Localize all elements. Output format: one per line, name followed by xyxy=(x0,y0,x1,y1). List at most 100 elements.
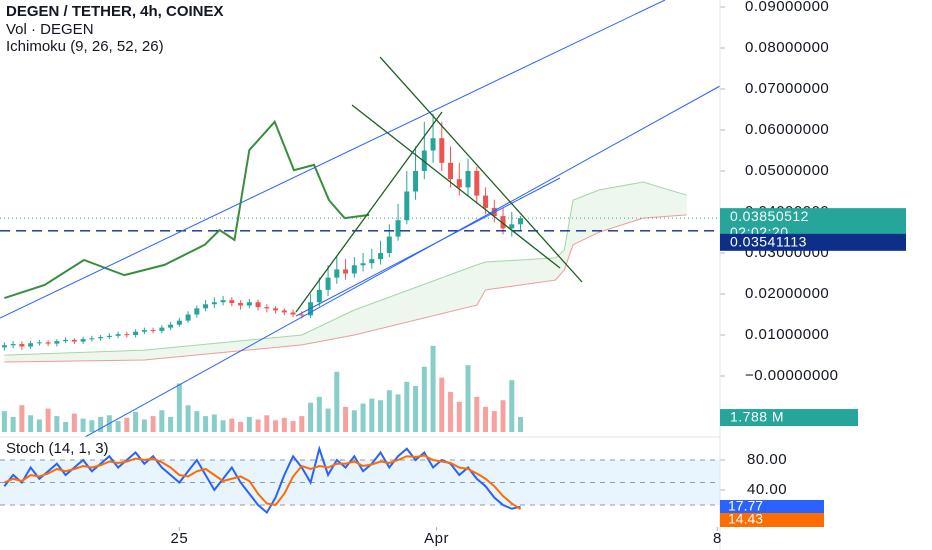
stoch-line xyxy=(3,454,522,511)
volume-bar xyxy=(325,408,331,432)
candle-body xyxy=(325,277,331,290)
volume-bar xyxy=(518,417,524,432)
volume-bar xyxy=(211,414,217,432)
candle-body xyxy=(509,224,515,229)
channel-line xyxy=(295,177,561,317)
volume-bar xyxy=(98,416,104,432)
volume-bar xyxy=(203,416,209,432)
x-tick-label: 25 xyxy=(171,530,189,547)
volume-bar xyxy=(194,411,200,432)
indicator-title: Ichimoku (9, 26, 52, 26) xyxy=(6,38,164,55)
candle-body xyxy=(518,218,524,225)
x-tick-label: 8 xyxy=(713,530,722,547)
candle-body xyxy=(413,171,419,192)
lagging-line xyxy=(4,119,370,300)
candle-body xyxy=(448,162,454,180)
candle-body xyxy=(316,289,322,303)
volume-bar xyxy=(456,401,462,432)
volume-bar xyxy=(80,418,86,432)
candle-body xyxy=(98,337,104,339)
volume-bar xyxy=(28,415,34,432)
candle-body xyxy=(115,334,121,336)
candle-body xyxy=(404,191,410,221)
candle-body xyxy=(465,171,471,188)
volume-bar xyxy=(421,366,427,432)
volume-bar xyxy=(45,408,51,432)
volume-bar xyxy=(465,365,471,432)
volume-bar xyxy=(71,413,77,432)
volume-title: Vol · DEGEN xyxy=(6,21,94,38)
price-label: 0.03850512 xyxy=(730,208,809,224)
candle-body xyxy=(378,253,384,260)
channel-line xyxy=(84,85,721,438)
candle-body xyxy=(71,339,77,342)
candle-body xyxy=(229,300,235,304)
price-label-box xyxy=(720,233,906,251)
stoch-label: 17.77 xyxy=(728,498,763,514)
y-tick-label: 0.08000000 xyxy=(745,39,829,56)
volume-bar xyxy=(159,410,165,432)
cloud-lower xyxy=(4,214,687,363)
volume-bar xyxy=(176,383,182,432)
volume-bar xyxy=(185,405,191,432)
volume-bar xyxy=(36,419,42,432)
candle-body xyxy=(430,138,436,151)
trend-line xyxy=(295,111,443,313)
volume-bar xyxy=(168,416,174,432)
candle-body xyxy=(246,302,252,306)
candle-body xyxy=(36,342,42,344)
price-label: 0.03541113 xyxy=(730,234,807,250)
volume-bar xyxy=(264,415,270,432)
candle-body xyxy=(281,310,287,313)
candle-body xyxy=(89,338,95,340)
volume-bar xyxy=(483,406,489,432)
volume-bar xyxy=(360,403,366,432)
candle-body xyxy=(19,344,25,347)
stoch-label-box xyxy=(720,513,824,527)
candle-body xyxy=(264,307,270,309)
volume-bar xyxy=(54,416,60,432)
plot-layer xyxy=(0,6,725,531)
y-tick-label: 0.01000000 xyxy=(745,326,829,343)
volume-bar xyxy=(133,411,139,432)
volume-bar xyxy=(413,386,419,432)
candle-body xyxy=(150,330,156,332)
candle-body xyxy=(290,312,296,315)
volume-bar xyxy=(115,421,121,432)
volume-bar xyxy=(334,371,340,432)
volume-bar xyxy=(238,421,244,432)
candle-body xyxy=(299,314,305,316)
candle-body xyxy=(45,342,51,344)
candle-body xyxy=(386,236,392,253)
volume-bar xyxy=(509,380,515,432)
volume-label-box xyxy=(720,409,858,427)
volume-bar xyxy=(308,402,314,432)
y-tick-label: 0.05000000 xyxy=(745,162,829,179)
candle-body xyxy=(203,304,209,309)
volume-bar xyxy=(474,396,480,432)
candle-body xyxy=(1,345,7,348)
volume-bar xyxy=(273,420,279,432)
trend-line xyxy=(351,104,561,269)
chart-title: DEGEN / TETHER, 4h, COINEX xyxy=(6,3,224,20)
volume-bar xyxy=(141,419,147,432)
volume-bar xyxy=(255,419,261,432)
volume-bar xyxy=(448,391,454,432)
candle-body xyxy=(439,138,445,163)
volume-bar xyxy=(229,418,235,432)
candle-body xyxy=(369,259,375,264)
volume-bar xyxy=(439,377,445,432)
volume-bar xyxy=(491,411,497,432)
y-tick-label: −0.00000000 xyxy=(745,367,839,384)
volume-bar xyxy=(124,417,130,432)
candle-body xyxy=(255,302,261,308)
candle-body xyxy=(159,327,165,331)
candle-body xyxy=(194,308,200,315)
volume-bar xyxy=(290,421,296,432)
volume-bar xyxy=(246,416,252,432)
candle-body xyxy=(334,269,340,278)
volume-bar xyxy=(220,420,226,432)
candle-body xyxy=(185,314,191,321)
volume-bar xyxy=(378,400,384,432)
